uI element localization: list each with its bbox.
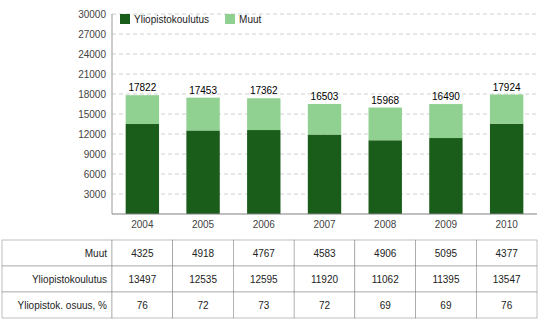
bar xyxy=(247,98,280,130)
table-cell xyxy=(416,266,477,292)
y-tick-label: 9000 xyxy=(84,149,107,160)
table-cell xyxy=(112,292,173,318)
total-label: 17453 xyxy=(189,85,217,96)
table-cell xyxy=(173,266,234,292)
bar xyxy=(186,130,219,214)
bar xyxy=(247,130,280,214)
table-value: 4767 xyxy=(253,248,276,259)
table-cell xyxy=(233,266,294,292)
table-cell xyxy=(355,240,416,266)
table-value: 73 xyxy=(258,300,270,311)
grid-line xyxy=(112,74,537,75)
legend-label: Muut xyxy=(239,14,261,25)
grid-line xyxy=(112,54,537,55)
table-value: 4377 xyxy=(496,248,519,259)
table-value: 76 xyxy=(501,300,513,311)
x-tick-label: 2009 xyxy=(435,219,458,230)
table-cell xyxy=(173,240,234,266)
bar xyxy=(490,95,523,124)
bar xyxy=(369,140,402,214)
table-value: 12535 xyxy=(189,274,217,285)
bar xyxy=(126,124,159,214)
table-value: 11395 xyxy=(432,274,460,285)
total-label: 17362 xyxy=(250,85,278,96)
table-value: 69 xyxy=(380,300,392,311)
x-tick-label: 2008 xyxy=(374,219,397,230)
x-tick-label: 2006 xyxy=(253,219,276,230)
bar xyxy=(308,104,341,135)
table-value: 13497 xyxy=(128,274,156,285)
table-cell xyxy=(233,240,294,266)
legend-label: Yliopistokoulutus xyxy=(134,14,209,25)
y-tick-label: 30000 xyxy=(78,9,106,20)
table-cell xyxy=(233,292,294,318)
y-tick-label: 21000 xyxy=(78,69,106,80)
table-row-label: Yliopistokoulutus xyxy=(32,274,107,285)
table-row-label: Yliopistok. osuus, % xyxy=(18,300,108,311)
y-tick-label: 3000 xyxy=(84,189,107,200)
table-value: 4918 xyxy=(192,248,215,259)
table-cell xyxy=(355,292,416,318)
table-cell xyxy=(173,292,234,318)
y-axis-line xyxy=(112,14,113,214)
table-cell xyxy=(476,240,537,266)
table-row-label: Muut xyxy=(85,248,107,259)
bar xyxy=(429,104,462,138)
bar xyxy=(429,138,462,214)
table-value: 11062 xyxy=(372,274,400,285)
table-value: 11920 xyxy=(311,274,339,285)
x-tick-label: 2010 xyxy=(496,219,519,230)
y-tick-label: 12000 xyxy=(78,129,106,140)
bar xyxy=(186,98,219,131)
table-cell xyxy=(294,292,355,318)
table: Muut 4325 4918 4767 4583 4906 5095 4377 Yliopist… xyxy=(2,240,537,318)
table-value: 72 xyxy=(198,300,210,311)
table-cell xyxy=(294,240,355,266)
table-value: 4325 xyxy=(131,248,154,259)
legend-swatch xyxy=(225,14,235,24)
y-tick-label: 15000 xyxy=(78,109,106,120)
total-label: 16503 xyxy=(311,91,339,102)
table-value: 72 xyxy=(319,300,331,311)
grid-line xyxy=(112,34,537,35)
table-value: 4906 xyxy=(374,248,397,259)
table-cell xyxy=(416,240,477,266)
bar xyxy=(126,95,159,124)
table-cell xyxy=(112,240,173,266)
x-tick-label: 2004 xyxy=(131,219,154,230)
table-cell xyxy=(416,292,477,318)
table-value: 5095 xyxy=(435,248,458,259)
table-value: 69 xyxy=(440,300,452,311)
table-cell xyxy=(355,266,416,292)
bar xyxy=(490,124,523,214)
total-label: 17822 xyxy=(128,82,156,93)
bar xyxy=(308,135,341,214)
table-value: 4583 xyxy=(313,248,336,259)
table-cell xyxy=(2,292,112,318)
total-label: 16490 xyxy=(432,91,460,102)
table-value: 12595 xyxy=(250,274,278,285)
legend-swatch xyxy=(120,14,130,24)
table-cell xyxy=(112,266,173,292)
legend: Yliopistokoulutus Muut xyxy=(120,14,262,25)
x-tick-label: 2005 xyxy=(192,219,215,230)
table-cell xyxy=(2,240,112,266)
bar xyxy=(369,108,402,141)
y-tick-label: 27000 xyxy=(78,29,106,40)
total-label: 15968 xyxy=(371,95,399,106)
table-value: 13547 xyxy=(493,274,521,285)
bars xyxy=(126,95,524,214)
table-cell xyxy=(476,266,537,292)
x-tick-label: 2007 xyxy=(313,219,336,230)
y-tick-label: 18000 xyxy=(78,89,106,100)
x-axis-line xyxy=(112,214,537,215)
table-cell xyxy=(2,266,112,292)
y-tick-label: 24000 xyxy=(78,49,106,60)
chart: 3000 6000 9000 12000 15000 18000 21000 24000 270… xyxy=(0,0,547,324)
table-value: 76 xyxy=(137,300,149,311)
y-tick-label: 6000 xyxy=(84,169,107,180)
total-label: 17924 xyxy=(493,82,521,93)
table-cell xyxy=(476,292,537,318)
table-cell xyxy=(294,266,355,292)
